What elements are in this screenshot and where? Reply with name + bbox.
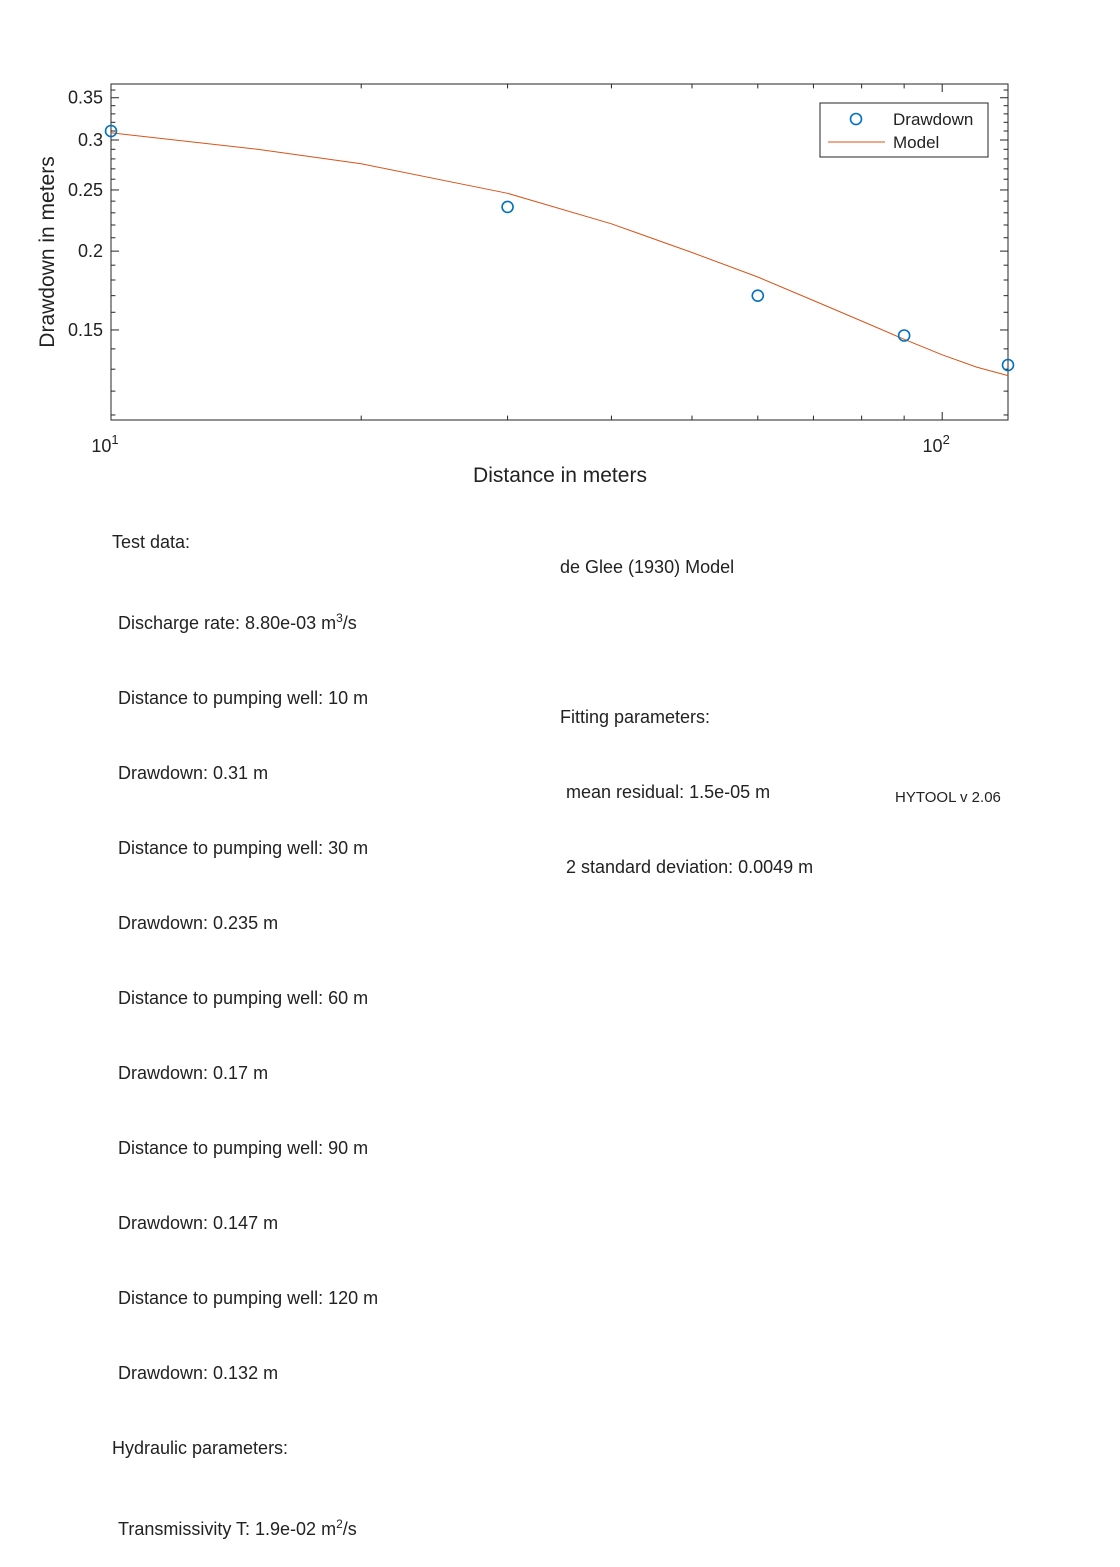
drawdown-point: [104, 124, 118, 138]
discharge-rate-unit: /s: [342, 613, 357, 633]
plot-box: [110, 83, 1009, 421]
fitting-heading: Fitting parameters:: [560, 707, 711, 727]
transmissivity-text: Transmissivity T: 1.9e-02 m: [118, 1519, 337, 1539]
transmissivity-unit: /s: [342, 1519, 357, 1539]
test-data-line: Drawdown: 0.235 m: [118, 913, 279, 933]
y-tick-label: 0.35: [68, 88, 103, 108]
discharge-rate-exponent: 3: [336, 611, 343, 625]
test-data-line: Drawdown: 0.147 m: [118, 1213, 279, 1233]
spacer: [560, 630, 813, 655]
y-tick-label: 0.3: [78, 130, 103, 150]
test-data-line: Distance to pumping well: 10 m: [118, 688, 369, 708]
y-tick-label: 0.15: [68, 320, 103, 340]
axis-ticks: [110, 84, 1008, 420]
y-tick-label: 0.25: [68, 180, 103, 200]
hydraulic-heading: Hydraulic parameters:: [112, 1438, 289, 1458]
transmissivity: Transmissivity T: 1.9e-02 m2/s: [112, 1511, 378, 1542]
model-line: [110, 132, 1009, 377]
discharge-rate-text: Discharge rate: 8.80e-03 m: [118, 613, 337, 633]
test-data-line: Distance to pumping well: 90 m: [118, 1138, 369, 1158]
test-data-line: Drawdown: 0.31 m: [118, 763, 269, 783]
legend: Drawdown Model: [819, 102, 989, 158]
test-data-line: Drawdown: 0.132 m: [118, 1363, 279, 1383]
x-tick-label: 102: [923, 432, 950, 456]
drawdown-points: [104, 124, 1015, 372]
standard-deviation: 2 standard deviation: 0.0049 m: [566, 857, 814, 877]
drawdown-point: [1001, 358, 1015, 372]
model-block: de Glee (1930) Model Fitting parameters:…: [560, 505, 813, 905]
legend-box: [819, 102, 989, 158]
legend-label-model: Model: [893, 133, 939, 152]
test-data-heading: Test data:: [112, 532, 191, 552]
drawdown-chart: 101 102 0.15 0.2 0.25 0.3 0.35 Distance in met…: [36, 83, 1015, 487]
discharge-rate: Discharge rate: 8.80e-03 m3/s: [112, 605, 378, 636]
test-data-line: Distance to pumping well: 60 m: [118, 988, 369, 1008]
legend-marker-drawdown: [849, 112, 863, 126]
drawdown-point: [501, 200, 514, 214]
drawdown-point: [897, 329, 911, 342]
version-label: HYTOOL v 2.06: [895, 789, 1001, 806]
x-tick-label: 101: [91, 432, 118, 456]
mean-residual: mean residual: 1.5e-05 m: [566, 782, 771, 802]
transmissivity-exponent: 2: [336, 1517, 343, 1531]
legend-label-drawdown: Drawdown: [893, 110, 973, 129]
y-axis-label: Drawdown in meters: [36, 156, 59, 347]
test-data-block: Test data: Discharge rate: 8.80e-03 m3/s…: [112, 480, 378, 1567]
drawdown-point: [751, 289, 765, 302]
model-name: de Glee (1930) Model: [560, 557, 735, 577]
y-tick-label: 0.2: [78, 241, 103, 261]
x-axis-label: Distance in meters: [473, 464, 647, 487]
test-data-line: Drawdown: 0.17 m: [118, 1063, 269, 1083]
test-data-line: Distance to pumping well: 120 m: [118, 1288, 379, 1308]
